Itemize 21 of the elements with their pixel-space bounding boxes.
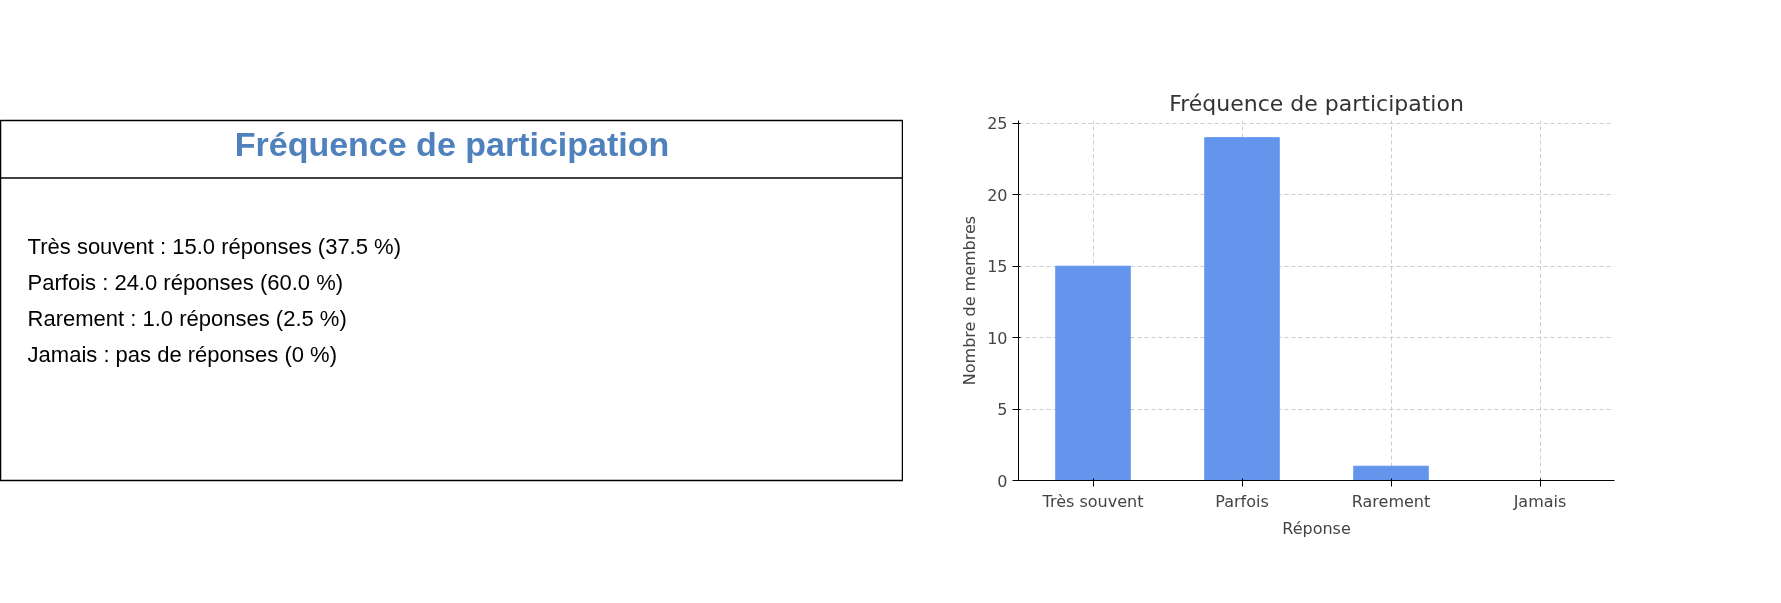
x-tick-label: Rarement: [1351, 491, 1431, 511]
y-tick-label: 25: [987, 114, 1008, 134]
text: Parfois : 24.0 réponses (60.0 %): [27, 270, 344, 295]
bar: [1204, 137, 1280, 481]
text: Très souvent : 15.0 réponses (37.5 %): [27, 234, 401, 259]
y-tick-label: 0: [997, 471, 1008, 491]
y-axis-title: Nombre de membres: [960, 215, 980, 386]
y-tick-label: 20: [987, 185, 1008, 205]
bar: [1353, 465, 1429, 481]
text: Rarement : 1.0 réponses (2.5 %): [27, 306, 347, 331]
y-tick-label: 15: [987, 257, 1008, 277]
bar: [1055, 265, 1131, 481]
x-tick-label: Jamais: [1512, 491, 1567, 511]
x-tick-label: Très souvent: [1041, 491, 1144, 511]
x-axis-title: Réponse: [1282, 518, 1351, 538]
text: Jamais : pas de réponses (0 %): [27, 342, 337, 367]
y-tick-label: 5: [997, 400, 1008, 420]
x-tick-label: Parfois: [1215, 491, 1269, 511]
text: Fréquence de participation: [234, 124, 670, 163]
y-tick-label: 10: [987, 328, 1008, 348]
chart-title: Fréquence de participation: [1169, 90, 1464, 116]
